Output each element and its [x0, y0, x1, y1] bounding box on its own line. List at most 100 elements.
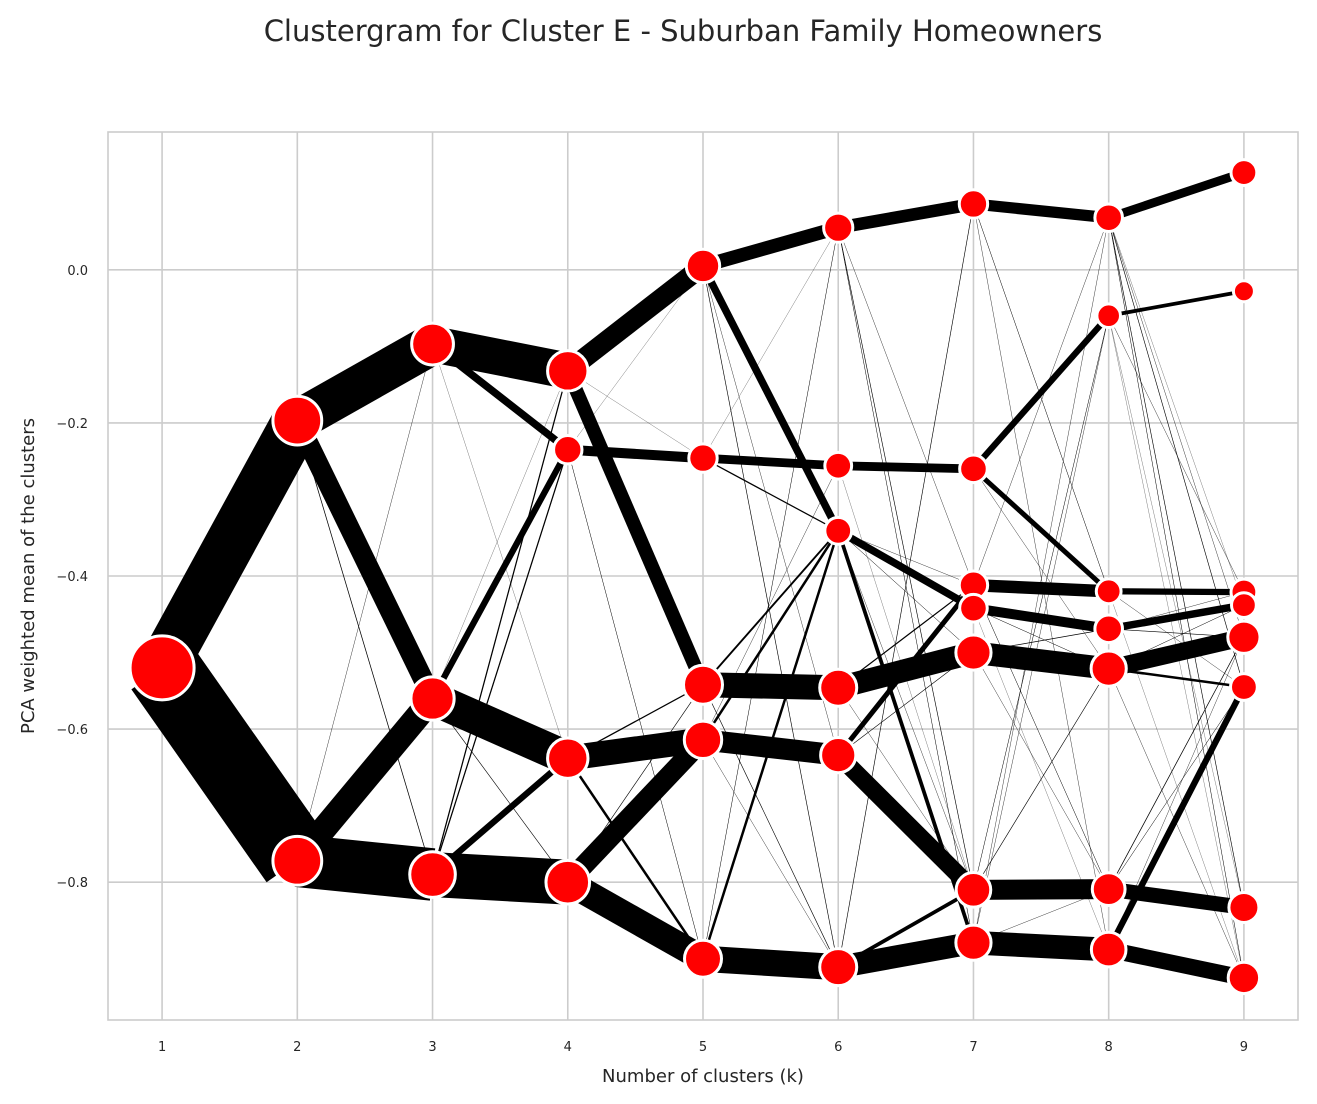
- cluster-edge: [430, 341, 571, 453]
- cluster-edge: [972, 603, 1110, 634]
- cluster-edge: [973, 217, 1109, 943]
- cluster-edge: [296, 420, 433, 875]
- cluster-edge: [702, 457, 839, 532]
- cluster-edge: [972, 641, 1111, 680]
- cluster-node: [552, 433, 584, 466]
- cluster-edge: [1108, 604, 1245, 669]
- cluster-edge: [288, 416, 442, 703]
- cluster-edge: [561, 870, 710, 971]
- y-tick-label: −0.8: [56, 876, 88, 891]
- cluster-edge: [429, 326, 572, 389]
- cluster-edge: [1106, 628, 1246, 678]
- x-tick-label: 9: [1240, 1040, 1248, 1055]
- cluster-node: [687, 442, 719, 474]
- cluster-edge: [973, 879, 1109, 900]
- cluster-edge: [973, 585, 1109, 890]
- cluster-edge: [972, 198, 1110, 224]
- cluster-node: [1229, 158, 1259, 187]
- chart-title: Clustergram for Cluster E - Suburban Fam…: [263, 14, 1103, 48]
- cluster-node: [544, 858, 592, 906]
- cluster-edge: [838, 530, 974, 890]
- x-tick-label: 1: [158, 1040, 166, 1055]
- cluster-edge: [838, 227, 974, 586]
- cluster-node: [546, 349, 590, 393]
- cluster-node: [682, 719, 724, 761]
- cluster-edge: [701, 221, 841, 273]
- cluster-node: [954, 871, 993, 909]
- cluster-node: [954, 633, 993, 672]
- cluster-edge: [702, 945, 840, 981]
- y-tick-label: −0.2: [56, 417, 88, 432]
- cluster-edge: [702, 739, 839, 968]
- cluster-edge: [131, 646, 329, 883]
- cluster-edge: [432, 370, 568, 699]
- cluster-edge: [838, 530, 974, 653]
- cluster-node: [1226, 960, 1262, 996]
- cluster-node: [1226, 619, 1262, 655]
- cluster-edge: [1108, 289, 1245, 318]
- cluster-node: [1089, 649, 1128, 688]
- cluster-edge: [702, 530, 839, 686]
- cluster-edge: [431, 370, 569, 875]
- cluster-edge: [1108, 601, 1245, 633]
- cluster-edge: [702, 672, 839, 701]
- cluster-edge: [561, 368, 710, 688]
- cluster-edge: [1108, 217, 1245, 606]
- cluster-edge: [1105, 685, 1247, 952]
- cluster-edge: [973, 315, 1109, 943]
- cluster-edge: [1108, 315, 1245, 593]
- cluster-edge: [287, 690, 443, 869]
- cluster-edge: [838, 461, 974, 474]
- x-tick-label: 3: [428, 1040, 436, 1055]
- cluster-node: [1093, 613, 1124, 645]
- cluster-edge: [702, 465, 839, 740]
- cluster-edge: [837, 227, 974, 890]
- cluster-edge: [560, 732, 711, 890]
- x-axis-label: Number of clusters (k): [602, 1066, 804, 1087]
- y-tick-label: −0.4: [56, 570, 88, 585]
- cluster-edge: [567, 449, 704, 959]
- cluster-edge: [567, 684, 704, 759]
- cluster-node: [271, 394, 324, 447]
- cluster-node: [1229, 672, 1259, 702]
- cluster-node: [128, 634, 196, 702]
- cluster-node: [408, 850, 457, 899]
- cluster-edge: [971, 313, 1112, 471]
- cluster-node: [958, 453, 989, 485]
- cluster-node: [818, 667, 859, 708]
- cluster-edge: [566, 757, 705, 960]
- cluster-edge: [837, 888, 975, 969]
- x-tick-label: 5: [699, 1040, 707, 1055]
- cluster-node: [409, 675, 456, 722]
- cluster-edge: [973, 203, 1109, 592]
- cluster-node: [1231, 279, 1256, 304]
- cluster-node: [957, 188, 990, 220]
- cluster-edge: [837, 197, 975, 234]
- cluster-node: [1094, 577, 1123, 606]
- cluster-edge: [832, 748, 980, 897]
- cluster-edge: [1107, 941, 1246, 986]
- cluster-edge: [702, 227, 839, 959]
- cluster-edge: [1108, 637, 1245, 950]
- cluster-node: [271, 834, 324, 887]
- cluster-edge: [702, 453, 839, 471]
- cluster-edge: [1107, 881, 1245, 915]
- x-tick-label: 6: [834, 1040, 842, 1055]
- cluster-edge: [973, 468, 1109, 669]
- cluster-edge: [699, 264, 842, 533]
- cluster-node: [546, 736, 590, 780]
- cluster-edge: [702, 265, 839, 968]
- cluster-edge: [702, 684, 839, 968]
- cluster-edge: [1108, 686, 1245, 890]
- cluster-edge: [836, 931, 976, 979]
- x-tick-label: 7: [969, 1040, 977, 1055]
- cluster-edge: [837, 203, 974, 968]
- y-tick-label: −0.6: [56, 723, 88, 738]
- cluster-node: [1093, 202, 1124, 234]
- x-tick-label: 4: [564, 1040, 572, 1055]
- cluster-edge: [973, 203, 1109, 950]
- cluster-node: [1230, 591, 1258, 619]
- cluster-edge: [1107, 168, 1246, 222]
- x-tick-label: 2: [293, 1040, 301, 1055]
- cluster-node: [822, 211, 855, 244]
